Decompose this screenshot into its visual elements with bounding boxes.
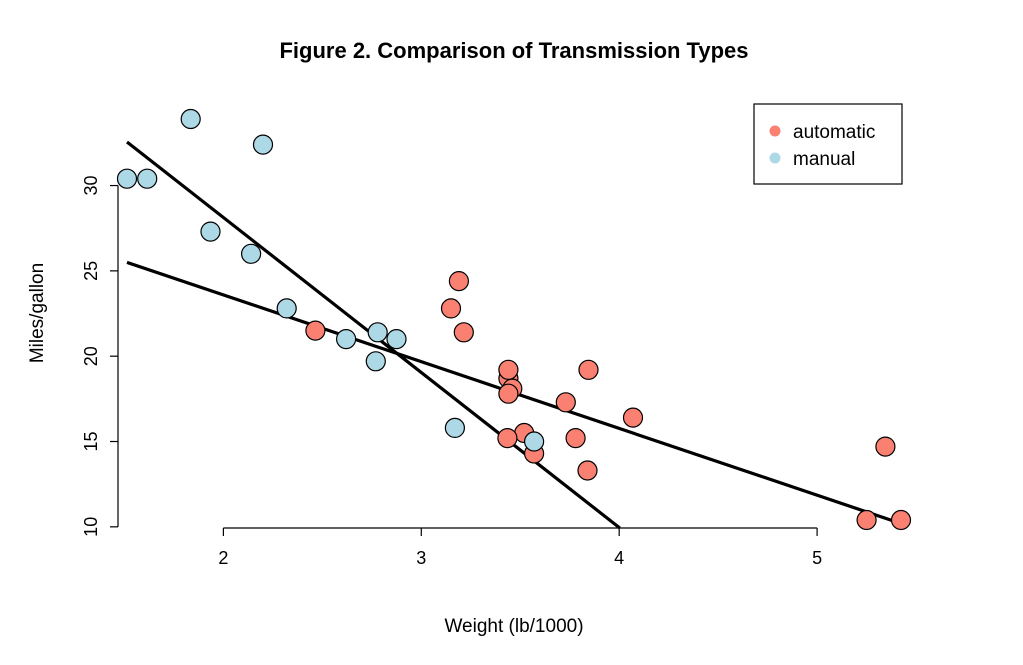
x-axis: 2 3 4 5 [218,527,822,568]
x-tick-label: 5 [812,548,822,568]
y-tick-label: 30 [81,175,101,195]
legend-label-automatic: automatic [793,122,875,143]
point-manual [386,329,407,350]
x-tick-label: 2 [218,548,228,568]
point-automatic [622,407,644,428]
point-manual [367,322,388,343]
point-manual [276,298,297,319]
data-points [116,108,912,531]
point-automatic [453,322,474,343]
point-manual [241,243,262,264]
y-axis-label: Miles/gallon [27,263,48,363]
point-manual [444,417,465,438]
point-automatic [856,509,877,531]
x-tick-label: 3 [416,548,426,568]
point-automatic [890,509,912,531]
point-manual [365,351,386,372]
point-automatic [498,383,519,404]
point-automatic [305,320,326,341]
point-automatic [577,460,598,481]
y-tick-label: 20 [81,346,101,366]
y-tick-label: 25 [81,261,101,281]
point-manual [200,221,221,242]
point-automatic [498,359,519,380]
y-tick-label: 15 [81,431,101,451]
point-automatic [565,428,586,449]
point-automatic [875,436,896,457]
point-automatic [440,298,462,319]
y-axis: 10 15 20 25 30 [81,175,119,537]
point-manual [523,431,545,452]
point-manual [180,108,201,130]
x-tick-label: 4 [614,548,624,568]
point-automatic [448,271,469,292]
point-automatic [497,428,518,449]
point-manual [252,134,274,155]
legend-label-manual: manual [793,149,855,170]
point-manual [116,168,138,189]
point-automatic [578,359,599,380]
legend: automatic manual [753,103,903,185]
fit-lines [126,140,902,530]
x-axis-label: Weight (lb/1000) [444,616,583,637]
legend-marker-manual [769,152,781,164]
point-manual [137,168,158,189]
legend-marker-automatic [769,125,781,137]
point-automatic [555,392,576,413]
legend-box [753,103,903,185]
point-manual [336,329,357,350]
plot-region [116,108,912,531]
y-tick-label: 10 [81,517,101,537]
chart-title: Figure 2. Comparison of Transmission Typ… [279,38,748,63]
